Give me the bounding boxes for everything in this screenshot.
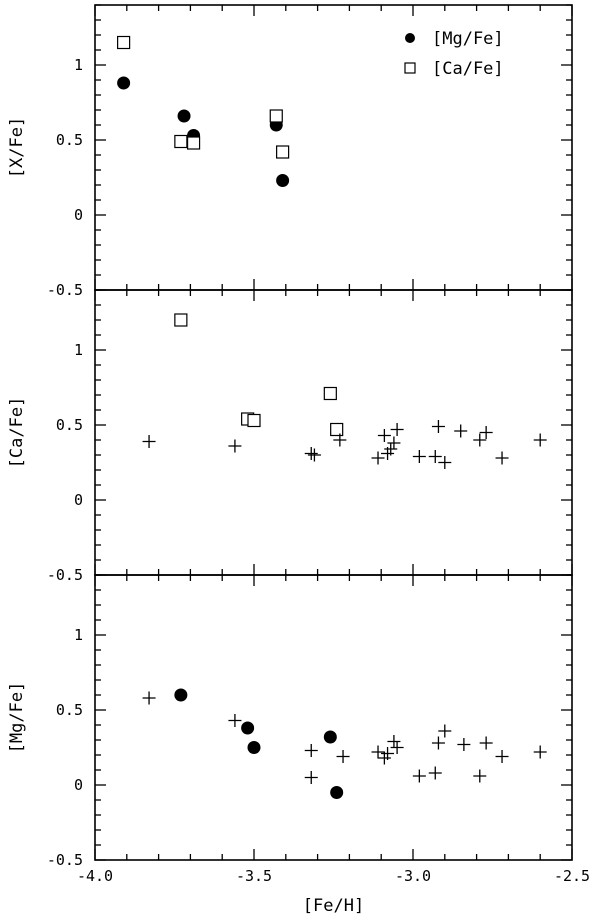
data-point-plus — [438, 456, 452, 469]
data-point-plus — [384, 442, 398, 456]
data-point-plus — [390, 741, 404, 754]
x-tick-label: -2.5 — [554, 867, 590, 885]
data-point-filled-circle — [330, 786, 344, 799]
data-point-filled-circle — [177, 109, 191, 123]
panel-middle-ca-fe: -0.5 0 0.5 1 [Ca/Fe] — [7, 289, 573, 584]
data-point-plus — [412, 450, 426, 463]
series-cafe — [117, 35, 290, 159]
data-point-plus — [457, 738, 471, 751]
data-point-filled-circle — [117, 76, 131, 90]
data-point-plus — [142, 435, 156, 448]
data-point-plus — [428, 450, 442, 463]
legend-label: [Mg/Fe] — [432, 29, 504, 49]
y-tick-label: 0 — [74, 206, 83, 224]
y-tick-label: 0.5 — [56, 131, 83, 149]
series-plus — [142, 691, 547, 784]
y-tick-label: -0.5 — [47, 851, 83, 869]
legend-marker — [405, 33, 415, 43]
data-point-plus — [473, 769, 487, 783]
y-tick-label: 0.5 — [56, 416, 83, 434]
data-point-plus — [371, 745, 385, 759]
series-open-square — [174, 313, 344, 437]
panel-top-x-fe: -0.5 0 0.5 1 [X/Fe] [Mg/Fe] [Ca/Fe] — [7, 4, 573, 299]
data-point-filled-circle — [174, 688, 188, 702]
plot-frame — [94, 574, 573, 861]
data-point-filled-circle — [247, 741, 261, 754]
data-point-plus — [304, 771, 318, 784]
data-point-filled-circle — [323, 730, 337, 744]
series-filled-circle — [174, 688, 344, 799]
data-point-filled-circle — [276, 174, 290, 187]
series-mgfe — [117, 76, 290, 187]
data-point-plus — [381, 747, 395, 760]
x-tick-label: -3.5 — [236, 867, 272, 885]
data-point-plus — [473, 433, 487, 447]
legend-label: [Ca/Fe] — [432, 59, 504, 79]
data-point-open-square — [174, 313, 188, 327]
x-tick-label: -3.0 — [395, 867, 431, 885]
data-point-filled-circle — [241, 721, 255, 735]
legend-marker — [404, 62, 416, 74]
data-point-plus — [495, 750, 509, 763]
data-point-plus — [479, 426, 493, 439]
panel-bottom-mg-fe: -0.5 0 0.5 1 -4.0 -3.5 -3.0 -2.5 [Fe/H] [Mg/Fe] — [7, 574, 590, 916]
data-point-plus — [387, 735, 401, 748]
data-point-plus — [228, 439, 242, 453]
data-point-plus — [428, 766, 442, 780]
data-point-plus — [533, 433, 547, 447]
x-tick-label: -4.0 — [77, 867, 113, 885]
y-tick-label: 1 — [74, 56, 83, 74]
data-point-plus — [142, 691, 156, 705]
data-point-open-square — [323, 386, 337, 401]
y-tick-label: -0.5 — [47, 566, 83, 584]
data-point-open-square — [174, 134, 188, 149]
data-point-plus — [454, 424, 468, 438]
data-point-plus — [387, 436, 401, 450]
data-point-open-square — [276, 145, 290, 159]
data-point-plus — [495, 451, 509, 465]
data-point-plus — [533, 745, 547, 759]
y-tick-label: 0.5 — [56, 701, 83, 719]
data-point-open-square — [330, 422, 344, 437]
y-tick-label: 0 — [74, 491, 83, 509]
series-plus — [142, 420, 547, 469]
x-axis-title: [Fe/H] — [303, 896, 364, 916]
data-point-open-square — [117, 35, 131, 50]
y-axis-title: [X/Fe] — [7, 117, 27, 178]
data-point-plus — [390, 423, 404, 436]
y-tick-label: 1 — [74, 341, 83, 359]
data-point-plus — [307, 448, 321, 462]
data-point-plus — [377, 429, 391, 442]
data-point-plus — [431, 736, 445, 750]
y-tick-label: 1 — [74, 626, 83, 644]
data-point-plus — [228, 714, 242, 727]
data-point-open-square — [247, 413, 261, 428]
y-tick-label: -0.5 — [47, 281, 83, 299]
y-tick-label: 0 — [74, 776, 83, 794]
y-axis-title: [Ca/Fe] — [7, 397, 27, 469]
legend: [Mg/Fe] [Ca/Fe] — [404, 29, 504, 79]
data-point-plus — [304, 744, 318, 757]
y-axis-title: [Mg/Fe] — [7, 682, 27, 754]
data-point-plus — [431, 420, 445, 433]
data-point-plus — [438, 724, 452, 738]
data-point-plus — [304, 447, 318, 460]
data-point-plus — [479, 736, 493, 750]
data-point-open-square — [186, 136, 201, 150]
data-point-plus — [412, 769, 426, 783]
data-point-plus — [333, 433, 347, 447]
data-point-plus — [336, 750, 350, 763]
data-point-open-square — [269, 109, 283, 123]
data-point-plus — [371, 451, 385, 465]
